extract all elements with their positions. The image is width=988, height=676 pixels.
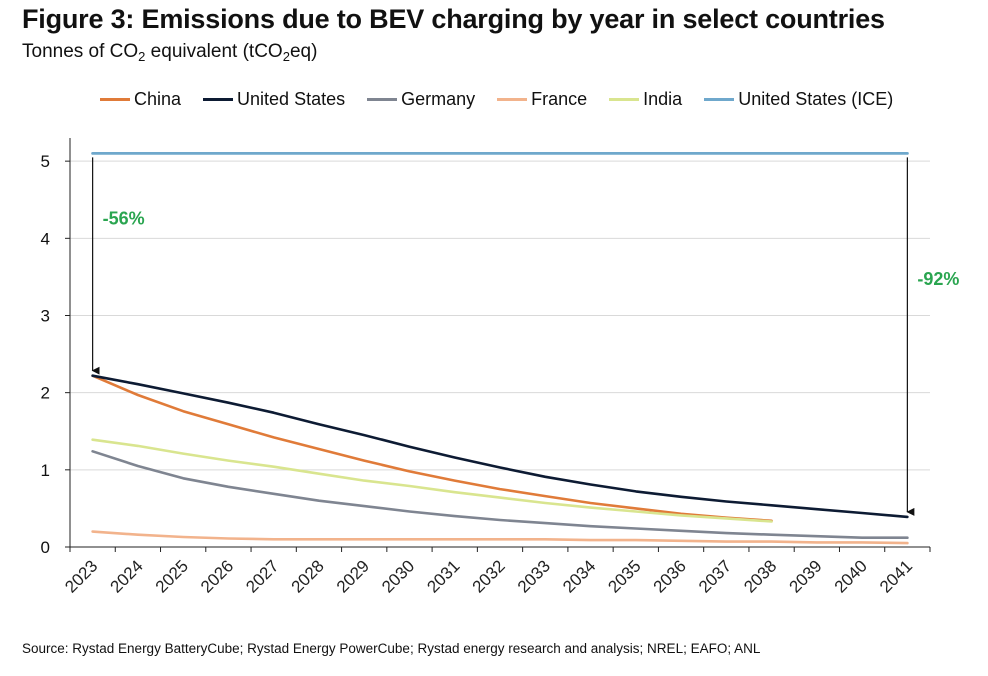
- series-line-france: [91, 530, 909, 545]
- legend-swatch-china: [100, 98, 130, 101]
- x-tick-label-2029: 2029: [333, 556, 373, 596]
- x-tick-label-2031: 2031: [423, 556, 463, 596]
- legend-label-germany: Germany: [401, 89, 476, 109]
- annotation-label-0: -56%: [103, 208, 145, 228]
- y-tick-label-2: 2: [41, 384, 50, 403]
- legend-item-germany: Germany: [367, 89, 475, 110]
- y-tick-label-3: 3: [41, 306, 50, 325]
- x-tick-label-2037: 2037: [695, 556, 735, 596]
- x-tick-label-2025: 2025: [152, 556, 192, 596]
- legend-label-united-states: United States: [237, 89, 346, 109]
- subtitle-suffix: eq): [289, 41, 318, 62]
- x-tick-label-2026: 2026: [197, 556, 237, 596]
- subtitle-mid: equivalent (tCO: [145, 41, 283, 62]
- y-tick-label-4: 4: [41, 229, 50, 248]
- source-note: Source: Rystad Energy BatteryCube; Rysta…: [22, 641, 761, 656]
- legend-label-france: France: [531, 89, 588, 109]
- legend-item-china: China: [100, 89, 181, 110]
- x-tick-label-2033: 2033: [514, 556, 554, 596]
- legend-swatch-france: [497, 98, 528, 101]
- subtitle-prefix: Tonnes of CO: [22, 41, 139, 62]
- y-tick-label-5: 5: [41, 152, 50, 171]
- annotation-label-1: -92%: [917, 269, 959, 289]
- series-line-india: [91, 438, 773, 523]
- y-tick-label-1: 1: [41, 461, 50, 480]
- chart-subtitle: Tonnes of CO2 equivalent (tCO2eq): [22, 41, 317, 64]
- x-tick-label-2040: 2040: [831, 556, 871, 596]
- x-tick-label-2039: 2039: [785, 556, 825, 596]
- series-line-united-states: [91, 374, 909, 519]
- x-tick-label-2027: 2027: [242, 556, 282, 596]
- legend-item-france: France: [497, 89, 587, 110]
- legend-item-india: India: [609, 89, 682, 110]
- legend-swatch-united-states: [203, 98, 234, 101]
- x-tick-label-2030: 2030: [378, 556, 418, 596]
- legend-label-united-states-ice: United States (ICE): [738, 89, 894, 109]
- series-line-china: [91, 374, 773, 523]
- series-line-germany: [91, 449, 909, 540]
- x-tick-label-2028: 2028: [288, 556, 328, 596]
- x-tick-label-2024: 2024: [107, 556, 147, 596]
- subtitle-subscript-2: 2: [282, 49, 290, 64]
- x-tick-label-2032: 2032: [469, 556, 509, 596]
- legend-label-india: India: [643, 89, 683, 109]
- x-tick-label-2036: 2036: [650, 556, 690, 596]
- chart-title: Figure 3: Emissions due to BEV charging …: [22, 4, 885, 34]
- chart-legend: China United States Germany France India Unit…: [100, 89, 893, 110]
- legend-swatch-india: [609, 98, 640, 101]
- legend-item-united-states-ice: United States (ICE): [704, 89, 893, 110]
- legend-label-china: China: [134, 89, 182, 109]
- legend-swatch-germany: [367, 98, 398, 101]
- x-tick-label-2035: 2035: [604, 556, 644, 596]
- legend-item-united-states: United States: [203, 89, 345, 110]
- x-tick-label-2038: 2038: [740, 556, 780, 596]
- x-tick-label-2041: 2041: [876, 556, 916, 596]
- legend-swatch-united-states-ice: [704, 98, 735, 101]
- y-tick-label-0: 0: [41, 538, 50, 557]
- x-tick-label-2023: 2023: [61, 556, 101, 596]
- x-tick-label-2034: 2034: [559, 556, 599, 596]
- subtitle-subscript: 2: [138, 49, 146, 64]
